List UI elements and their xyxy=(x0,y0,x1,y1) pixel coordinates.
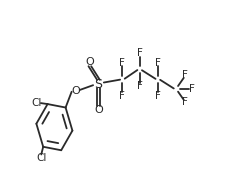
Text: F: F xyxy=(155,91,161,101)
Text: F: F xyxy=(137,48,143,58)
Text: F: F xyxy=(182,97,188,107)
Text: F: F xyxy=(189,84,195,94)
Text: S: S xyxy=(94,78,102,91)
Text: Cl: Cl xyxy=(36,153,47,163)
Text: F: F xyxy=(120,58,125,68)
Text: F: F xyxy=(137,81,143,91)
Text: F: F xyxy=(182,70,188,80)
Text: O: O xyxy=(71,86,80,96)
Text: F: F xyxy=(120,91,125,101)
Text: Cl: Cl xyxy=(32,98,42,108)
Text: F: F xyxy=(155,58,161,68)
Text: O: O xyxy=(94,105,103,115)
Text: O: O xyxy=(86,57,94,67)
